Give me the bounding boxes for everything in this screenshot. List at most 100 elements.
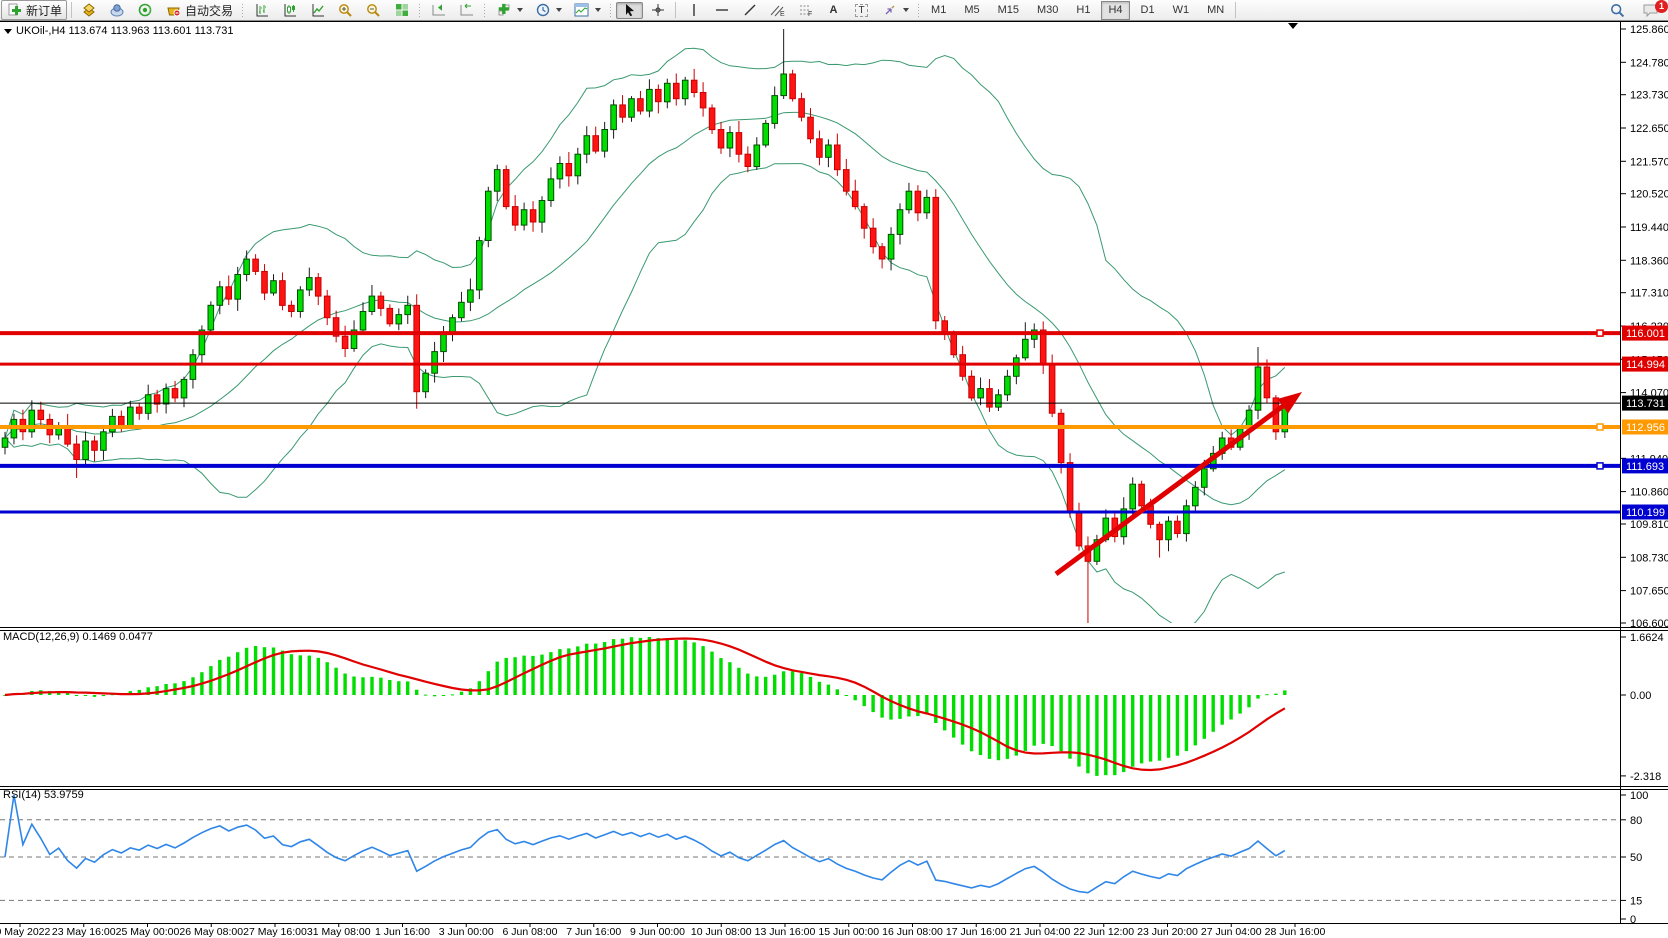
toolbar-drag-handle[interactable] — [418, 2, 423, 18]
tab-timeframe-m5[interactable]: M5 — [964, 3, 980, 16]
svg-text:122.650: 122.650 — [1630, 123, 1668, 135]
svg-text:27 Jun 04:00: 27 Jun 04:00 — [1201, 926, 1262, 938]
svg-text:125.860: 125.860 — [1630, 24, 1668, 36]
arrows-button[interactable] — [876, 0, 914, 20]
svg-text:26 May 08:00: 26 May 08:00 — [179, 926, 243, 938]
tab-timeframe-m30[interactable]: M30 — [1037, 3, 1059, 16]
svg-text:15: 15 — [1630, 895, 1642, 907]
symbol-ohlc-label[interactable]: UKOil-,H4 113.674 113.963 113.601 113.73… — [4, 25, 234, 37]
svg-text:7 Jun 16:00: 7 Jun 16:00 — [566, 926, 621, 938]
zoom-out-icon[interactable] — [360, 2, 387, 19]
symbol-caret-icon — [4, 28, 12, 34]
navigator-icon[interactable] — [104, 2, 131, 19]
svg-text:109.810: 109.810 — [1630, 519, 1668, 531]
svg-text:0.00: 0.00 — [1630, 690, 1651, 702]
svg-text:27 May 16:00: 27 May 16:00 — [243, 926, 307, 938]
divider — [1235, 2, 1237, 18]
toolbar-drag-handle[interactable] — [609, 2, 614, 18]
svg-text:121.570: 121.570 — [1630, 156, 1668, 168]
tab-timeframe-d1[interactable]: D1 — [1140, 3, 1155, 16]
svg-text:0: 0 — [1630, 914, 1636, 926]
candlestick-chart-icon[interactable] — [276, 2, 303, 19]
auto-trading-label: 自动交易 — [185, 3, 234, 18]
svg-text:119.440: 119.440 — [1630, 222, 1668, 234]
svg-text:3 Jun 00:00: 3 Jun 00:00 — [439, 926, 494, 938]
svg-text:10 Jun 08:00: 10 Jun 08:00 — [691, 926, 752, 938]
market-watch-icon[interactable] — [76, 2, 103, 19]
svg-text:114.994: 114.994 — [1626, 359, 1665, 371]
timeframe-group: M1 M5 M15 M30 H1 H4 D1 W1 MN — [924, 0, 1231, 20]
svg-text:106.600: 106.600 — [1630, 618, 1668, 630]
tab-timeframe-m1[interactable]: M1 — [931, 3, 947, 16]
toolbar-drag-handle[interactable] — [483, 2, 488, 18]
svg-text:118.360: 118.360 — [1630, 255, 1668, 267]
zoom-in-icon[interactable] — [332, 2, 359, 19]
new-order-button[interactable]: 新订单 — [1, 0, 68, 20]
channel-icon[interactable]: E — [764, 2, 791, 19]
tab-timeframe-m15[interactable]: M15 — [997, 3, 1019, 16]
svg-text:9 Jun 00:00: 9 Jun 00:00 — [630, 926, 685, 938]
vertical-line-icon[interactable] — [680, 2, 707, 19]
svg-text:F: F — [808, 11, 812, 17]
svg-text:120.520: 120.520 — [1630, 189, 1668, 201]
svg-text:116.001: 116.001 — [1626, 328, 1665, 340]
horizontal-line-icon[interactable] — [708, 2, 735, 19]
search-icon[interactable] — [1609, 3, 1626, 18]
svg-text:124.780: 124.780 — [1630, 57, 1668, 69]
label-icon[interactable]: T — [848, 2, 875, 19]
chevron-down-icon — [517, 8, 524, 12]
indicators-icon — [495, 3, 512, 18]
svg-text:80: 80 — [1630, 815, 1642, 827]
chevron-down-icon — [556, 8, 563, 12]
svg-text:1.6624: 1.6624 — [1630, 632, 1664, 644]
svg-text:25 May 00:00: 25 May 00:00 — [116, 926, 180, 938]
cursor-icon[interactable] — [616, 1, 644, 19]
divider — [675, 2, 677, 18]
periods-button[interactable] — [529, 0, 567, 20]
svg-text:23 Jun 20:00: 23 Jun 20:00 — [1137, 926, 1198, 938]
bar-chart-icon[interactable] — [248, 2, 275, 19]
svg-text:112.956: 112.956 — [1626, 422, 1665, 434]
line-chart-icon[interactable] — [304, 2, 331, 19]
text-icon[interactable]: A — [829, 4, 838, 16]
svg-text:20 May 2022: 20 May 2022 — [0, 926, 51, 938]
svg-text:1 Jun 16:00: 1 Jun 16:00 — [375, 926, 430, 938]
svg-text:21 Jun 04:00: 21 Jun 04:00 — [1010, 926, 1071, 938]
clock-icon — [534, 3, 551, 18]
auto-scroll-icon[interactable] — [425, 2, 452, 19]
templates-button[interactable] — [568, 0, 606, 20]
svg-text:-2.318: -2.318 — [1630, 771, 1661, 783]
svg-text:17 Jun 16:00: 17 Jun 16:00 — [946, 926, 1007, 938]
macd-label: MACD(12,26,9) 0.1469 0.0477 — [3, 631, 153, 643]
tab-timeframe-w1[interactable]: W1 — [1172, 3, 1190, 16]
svg-text:117.310: 117.310 — [1630, 288, 1668, 300]
svg-text:23 May 16:00: 23 May 16:00 — [52, 926, 116, 938]
toolbar-drag-handle[interactable] — [241, 2, 246, 18]
chat-icon[interactable]: 1 — [1640, 0, 1668, 18]
svg-text:50: 50 — [1630, 852, 1642, 864]
crosshair-icon[interactable] — [644, 2, 671, 19]
tile-windows-icon[interactable] — [388, 2, 415, 19]
svg-text:111.693: 111.693 — [1626, 461, 1664, 473]
fibonacci-icon[interactable]: F — [792, 2, 819, 19]
svg-text:108.730: 108.730 — [1630, 552, 1668, 564]
tab-timeframe-h4[interactable]: H4 — [1101, 0, 1130, 20]
new-order-label: 新订单 — [26, 3, 63, 18]
chart-shift-icon[interactable] — [453, 2, 480, 19]
svg-text:E: E — [780, 11, 785, 17]
svg-text:13 Jun 16:00: 13 Jun 16:00 — [755, 926, 816, 938]
indicators-button[interactable] — [490, 0, 528, 20]
trendline-icon[interactable] — [736, 2, 763, 19]
divider — [71, 2, 73, 18]
tab-timeframe-h1[interactable]: H1 — [1076, 3, 1091, 16]
svg-text:15 Jun 00:00: 15 Jun 00:00 — [818, 926, 879, 938]
svg-text:123.730: 123.730 — [1630, 90, 1668, 102]
svg-text:22 Jun 12:00: 22 Jun 12:00 — [1073, 926, 1134, 938]
rsi-label: RSI(14) 53.9759 — [3, 789, 84, 801]
svg-text:31 May 08:00: 31 May 08:00 — [307, 926, 371, 938]
auto-trading-button[interactable]: 自动交易 — [160, 0, 238, 20]
signals-icon[interactable] — [132, 2, 159, 19]
toolbar-drag-handle[interactable] — [917, 2, 922, 18]
tab-timeframe-mn[interactable]: MN — [1207, 3, 1225, 16]
